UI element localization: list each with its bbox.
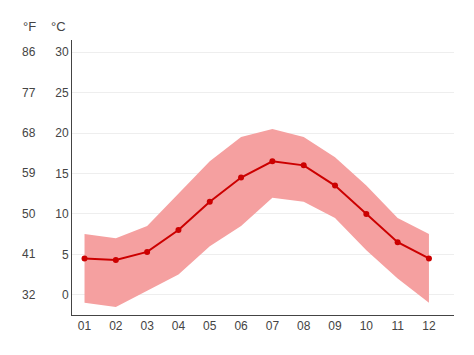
svg-text:11: 11 xyxy=(391,319,404,333)
svg-text:59: 59 xyxy=(22,166,36,180)
svg-text:08: 08 xyxy=(297,319,311,333)
svg-text:0: 0 xyxy=(62,288,69,302)
svg-text:03: 03 xyxy=(140,319,154,333)
svg-text:41: 41 xyxy=(22,247,36,261)
svg-text:04: 04 xyxy=(172,319,186,333)
svg-text:30: 30 xyxy=(55,45,69,59)
svg-text:86: 86 xyxy=(22,45,36,59)
svg-text:01: 01 xyxy=(78,319,92,333)
svg-text:°F: °F xyxy=(23,19,36,34)
svg-text:05: 05 xyxy=(203,319,217,333)
svg-text:07: 07 xyxy=(266,319,280,333)
svg-text:77: 77 xyxy=(22,86,36,100)
svg-text:50: 50 xyxy=(22,207,36,221)
svg-text:68: 68 xyxy=(22,126,36,140)
svg-text:02: 02 xyxy=(109,319,123,333)
svg-text:12: 12 xyxy=(422,319,436,333)
svg-text:20: 20 xyxy=(55,126,69,140)
svg-text:09: 09 xyxy=(328,319,342,333)
svg-text:06: 06 xyxy=(234,319,248,333)
svg-text:5: 5 xyxy=(62,248,69,262)
svg-text:15: 15 xyxy=(55,167,69,181)
svg-text:°C: °C xyxy=(51,19,66,34)
svg-text:25: 25 xyxy=(55,86,69,100)
svg-text:10: 10 xyxy=(360,319,374,333)
svg-text:10: 10 xyxy=(55,207,69,221)
svg-text:32: 32 xyxy=(22,288,36,302)
